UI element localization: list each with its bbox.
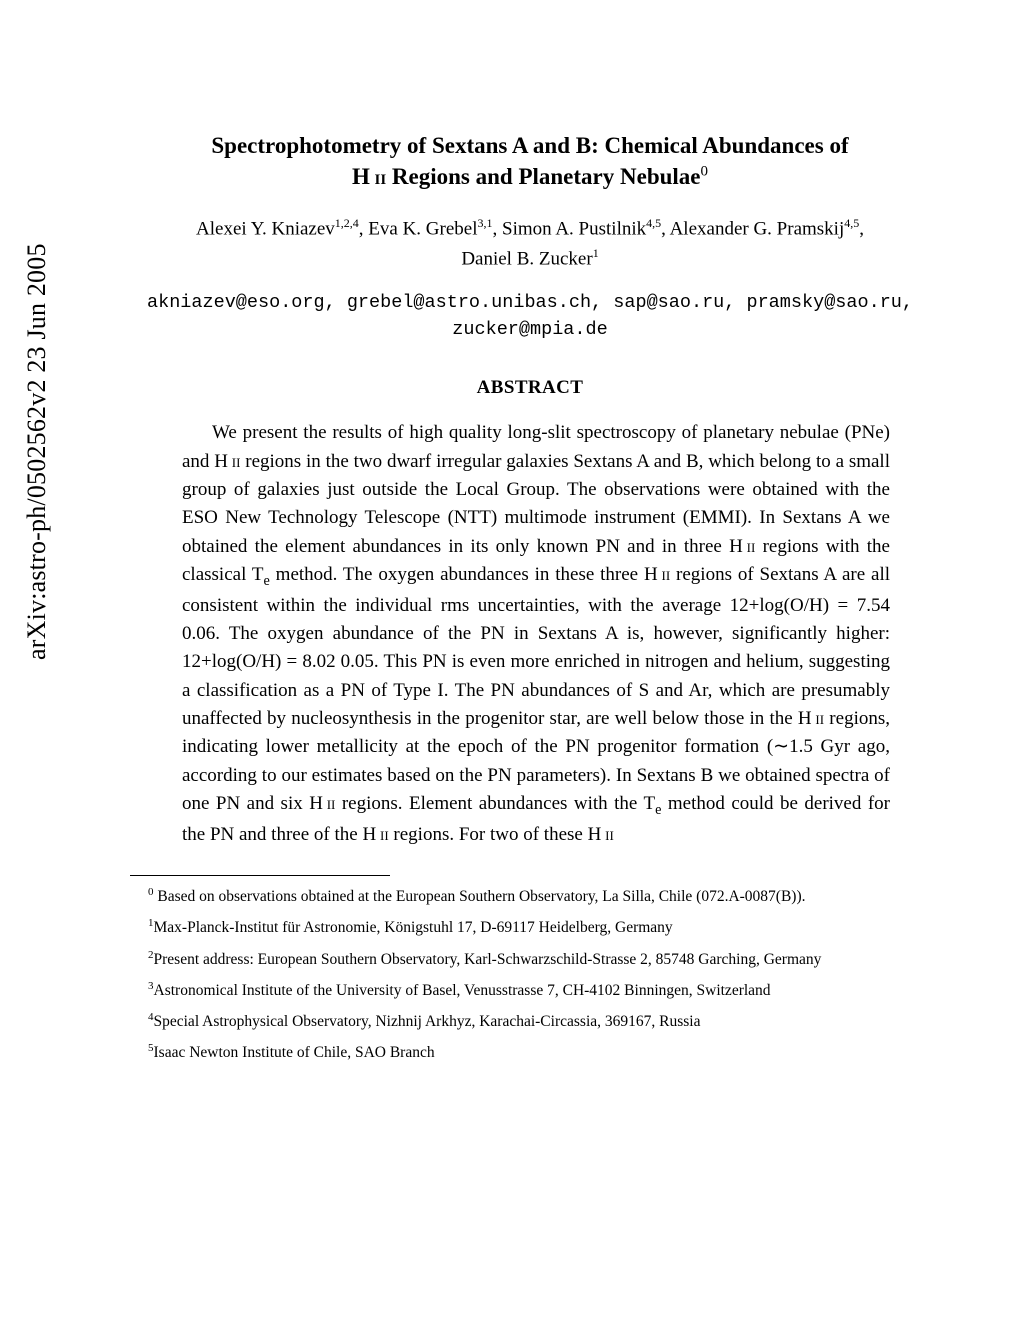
author-2-aff: 3,1 <box>478 216 493 230</box>
author-emails: akniazev@eso.org, grebel@astro.unibas.ch… <box>130 290 930 344</box>
author-5: Daniel B. Zucker <box>461 248 592 269</box>
author-list: Alexei Y. Kniazev1,2,4, Eva K. Grebel3,1… <box>130 214 930 274</box>
abstract-sc-2: ii <box>747 536 756 556</box>
author-sep-4: , <box>859 218 864 239</box>
abstract-sc-3: ii <box>662 564 671 584</box>
author-sep-1: , Eva K. Grebel <box>359 218 478 239</box>
footnote-5: 5Isaac Newton Institute of Chile, SAO Br… <box>130 1040 930 1065</box>
abstract-sc-6: ii <box>380 824 389 844</box>
footnote-2-text: Present address: European Southern Obser… <box>154 951 822 968</box>
author-sep-2: , Simon A. Pustilnik <box>493 218 647 239</box>
author-4-aff: 4,5 <box>844 216 859 230</box>
title-smallcaps: ii <box>374 164 386 189</box>
footnote-0: 0 Based on observations obtained at the … <box>130 884 930 909</box>
arxiv-stamp: arXiv:astro-ph/0502562v2 23 Jun 2005 <box>22 243 52 660</box>
abstract-text: regions. Element abundances with the T <box>335 793 655 814</box>
abstract-text: method. The oxygen abundances in these t… <box>270 564 662 585</box>
footnote-1: 1Max-Planck-Institut für Astronomie, Kön… <box>130 915 930 940</box>
author-1: Alexei Y. Kniazev <box>196 218 335 239</box>
author-1-aff: 1,2,4 <box>335 216 359 230</box>
title-line-1: Spectrophotometry of Sextans A and B: Ch… <box>211 133 848 158</box>
footnote-3: 3Astronomical Institute of the Universit… <box>130 978 930 1003</box>
abstract-text: regions. For two of these H <box>389 824 605 845</box>
footnote-0-text: Based on observations obtained at the Eu… <box>154 888 806 905</box>
emails-line-2: zucker@mpia.de <box>452 319 607 340</box>
footnote-separator <box>130 875 390 876</box>
author-3-aff: 4,5 <box>646 216 661 230</box>
footnote-4: 4Special Astrophysical Observatory, Nizh… <box>130 1009 930 1034</box>
page-content: Spectrophotometry of Sextans A and B: Ch… <box>130 0 930 1065</box>
abstract-sc-7: ii <box>605 824 614 844</box>
footnote-1-text: Max-Planck-Institut für Astronomie, Köni… <box>154 920 673 937</box>
abstract-heading: ABSTRACT <box>130 377 930 399</box>
title-line-2-post: Regions and Planetary Nebulae <box>386 164 700 189</box>
footnote-4-text: Special Astrophysical Observatory, Nizhn… <box>154 1013 701 1030</box>
author-5-aff: 1 <box>593 246 599 260</box>
emails-line-1: akniazev@eso.org, grebel@astro.unibas.ch… <box>147 292 913 313</box>
footnote-5-text: Isaac Newton Institute of Chile, SAO Bra… <box>154 1044 435 1061</box>
abstract-sc-4: ii <box>815 708 824 728</box>
abstract-text: regions of Sextans A are all consistent … <box>182 564 890 729</box>
footnotes: 0 Based on observations obtained at the … <box>130 884 930 1065</box>
paper-title: Spectrophotometry of Sextans A and B: Ch… <box>130 130 930 192</box>
abstract-body: We present the results of high quality l… <box>182 419 890 849</box>
footnote-2: 2Present address: European Southern Obse… <box>130 947 930 972</box>
footnote-3-text: Astronomical Institute of the University… <box>154 982 771 999</box>
title-line-2-pre: H <box>352 164 375 189</box>
author-sep-3: , Alexander G. Pramskij <box>661 218 844 239</box>
title-footnote-mark: 0 <box>701 163 709 179</box>
